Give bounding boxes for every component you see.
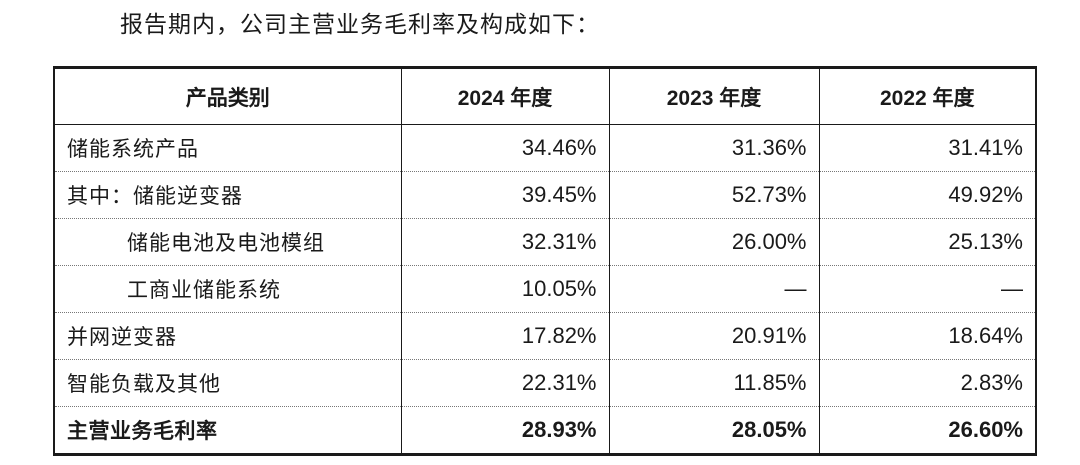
row-label: 并网逆变器 [53,312,402,360]
cell-2024: 17.82% [400,312,610,360]
cell-2023: 11.85% [608,359,820,407]
intro-text: 报告期内，公司主营业务毛利率及构成如下： [120,12,600,38]
gross-margin-table: 产品类别 2024 年度 2023 年度 2022 年度 储能系统产品 34.4… [53,66,1037,456]
cell-2023: — [608,265,820,313]
cell-2023: 28.05% [608,406,820,455]
table-row: 储能系统产品 34.46% 31.36% 31.41% [53,124,1037,172]
cell-2023: 20.91% [608,312,820,360]
cell-2022: 31.41% [818,124,1037,172]
cell-2023: 52.73% [608,171,820,219]
table-row: 工商业储能系统 10.05% — — [53,265,1037,313]
cell-2023: 26.00% [608,218,820,266]
cell-2024: 39.45% [400,171,610,219]
cell-2022: 18.64% [818,312,1037,360]
table-row: 并网逆变器 17.82% 20.91% 18.64% [53,312,1037,360]
row-label: 其中：储能逆变器 [53,171,402,219]
table-row: 储能电池及电池模组 32.31% 26.00% 25.13% [53,218,1037,266]
cell-2022: 25.13% [818,218,1037,266]
table-row-total: 主营业务毛利率 28.93% 28.05% 26.60% [53,406,1037,455]
row-label: 智能负载及其他 [53,359,402,407]
header-year-2022: 2022 年度 [818,67,1037,125]
row-label: 储能电池及电池模组 [53,218,402,266]
header-year-2023: 2023 年度 [608,67,820,125]
cell-2022: 26.60% [818,406,1037,455]
cell-2024: 34.46% [400,124,610,172]
row-label: 储能系统产品 [53,124,402,172]
cell-2024: 22.31% [400,359,610,407]
table-row: 其中：储能逆变器 39.45% 52.73% 49.92% [53,171,1037,219]
cell-2023: 31.36% [608,124,820,172]
header-product-category: 产品类别 [53,67,402,125]
cell-2024: 28.93% [400,406,610,455]
cell-2024: 10.05% [400,265,610,313]
row-label: 工商业储能系统 [53,265,402,313]
cell-2022: — [818,265,1037,313]
cell-2024: 32.31% [400,218,610,266]
row-label: 主营业务毛利率 [53,406,402,455]
cell-2022: 49.92% [818,171,1037,219]
cell-2022: 2.83% [818,359,1037,407]
header-year-2024: 2024 年度 [400,67,610,125]
table-row: 智能负载及其他 22.31% 11.85% 2.83% [53,359,1037,407]
table-header-row: 产品类别 2024 年度 2023 年度 2022 年度 [53,67,1037,125]
